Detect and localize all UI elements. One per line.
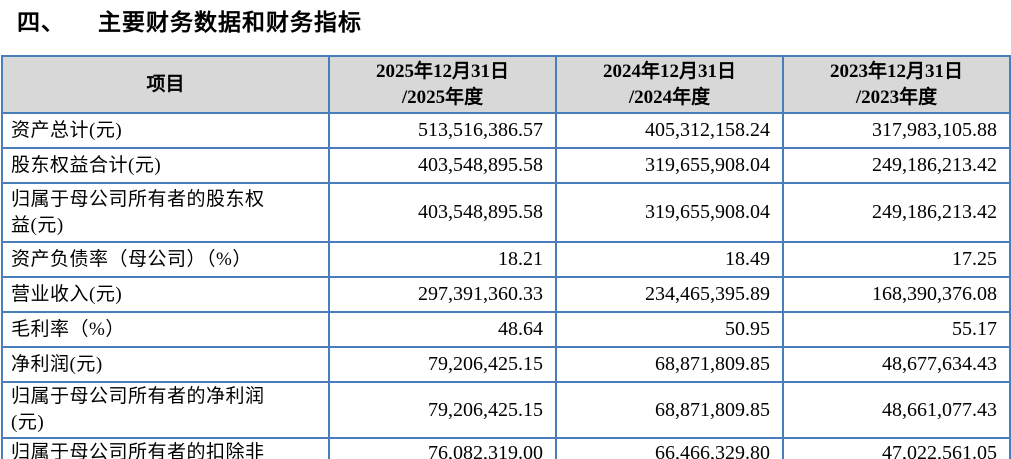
- row-label: 资产负债率（母公司）（%）: [1, 241, 330, 278]
- cell-value: 48,661,077.43: [782, 381, 1011, 439]
- cell-value: 79,206,425.15: [328, 346, 557, 383]
- table-row-gross-margin: 毛利率（%） 48.64 50.95 55.17: [1, 311, 1011, 348]
- table-row-revenue: 营业收入(元) 297,391,360.33 234,465,395.89 16…: [1, 276, 1011, 313]
- row-label: 归属于母公司所有者的股东权 益(元): [1, 182, 330, 243]
- cell-value: 76,082,319.00: [328, 437, 557, 459]
- cell-value: 403,548,895.58: [328, 182, 557, 243]
- cell-value: 403,548,895.58: [328, 147, 557, 184]
- table-row-net-profit-parent: 归属于母公司所有者的净利润 (元) 79,206,425.15 68,871,8…: [1, 381, 1011, 439]
- cell-value: 68,871,809.85: [555, 346, 784, 383]
- cell-value: 168,390,376.08: [782, 276, 1011, 313]
- table-row-net-profit-deducted: 归属于母公司所有者的扣除非 76,082,319.00 66,466,329.8…: [1, 437, 1011, 459]
- cell-value: 319,655,908.04: [555, 147, 784, 184]
- table-header-row: 项目 2025年12月31日 /2025年度 2024年12月31日 /2024…: [1, 55, 1011, 114]
- table-row-equity-parent: 归属于母公司所有者的股东权 益(元) 403,548,895.58 319,65…: [1, 182, 1011, 243]
- cell-value: 48.64: [328, 311, 557, 348]
- row-label: 归属于母公司所有者的净利润 (元): [1, 381, 330, 439]
- row-label: 净利润(元): [1, 346, 330, 383]
- row-label: 归属于母公司所有者的扣除非: [1, 437, 330, 459]
- cell-value: 317,983,105.88: [782, 112, 1011, 149]
- document-page: 四、 主要财务数据和财务指标 项目 2025年12月31日 /2025年度 20…: [0, 7, 1011, 459]
- cell-value: 405,312,158.24: [555, 112, 784, 149]
- cell-value: 55.17: [782, 311, 1011, 348]
- cell-value: 79,206,425.15: [328, 381, 557, 439]
- header-cell-period-2025: 2025年12月31日 /2025年度: [328, 55, 557, 114]
- table-row-total-assets: 资产总计(元) 513,516,386.57 405,312,158.24 31…: [1, 112, 1011, 149]
- cell-value: 234,465,395.89: [555, 276, 784, 313]
- header-cell-period-2024: 2024年12月31日 /2024年度: [555, 55, 784, 114]
- section-heading: 四、 主要财务数据和财务指标: [17, 7, 1011, 55]
- row-label: 毛利率（%）: [1, 311, 330, 348]
- financial-data-table: 项目 2025年12月31日 /2025年度 2024年12月31日 /2024…: [1, 55, 1011, 459]
- cell-value: 17.25: [782, 241, 1011, 278]
- header-cell-item: 项目: [1, 55, 330, 114]
- row-label: 资产总计(元): [1, 112, 330, 149]
- cell-value: 66,466,329.80: [555, 437, 784, 459]
- cell-value: 249,186,213.42: [782, 147, 1011, 184]
- table-row-debt-ratio: 资产负债率（母公司）（%） 18.21 18.49 17.25: [1, 241, 1011, 278]
- header-cell-period-2023: 2023年12月31日 /2023年度: [782, 55, 1011, 114]
- cell-value: 319,655,908.04: [555, 182, 784, 243]
- row-label: 营业收入(元): [1, 276, 330, 313]
- cell-value: 297,391,360.33: [328, 276, 557, 313]
- cell-value: 68,871,809.85: [555, 381, 784, 439]
- table-row-net-profit: 净利润(元) 79,206,425.15 68,871,809.85 48,67…: [1, 346, 1011, 383]
- cell-value: 249,186,213.42: [782, 182, 1011, 243]
- cell-value: 50.95: [555, 311, 784, 348]
- cell-value: 513,516,386.57: [328, 112, 557, 149]
- cell-value: 48,677,634.43: [782, 346, 1011, 383]
- section-number: 四、: [17, 10, 65, 35]
- row-label: 股东权益合计(元): [1, 147, 330, 184]
- section-title: 主要财务数据和财务指标: [98, 10, 362, 35]
- cell-value: 47,022,561.05: [782, 437, 1011, 459]
- cell-value: 18.49: [555, 241, 784, 278]
- table-row-total-equity: 股东权益合计(元) 403,548,895.58 319,655,908.04 …: [1, 147, 1011, 184]
- cell-value: 18.21: [328, 241, 557, 278]
